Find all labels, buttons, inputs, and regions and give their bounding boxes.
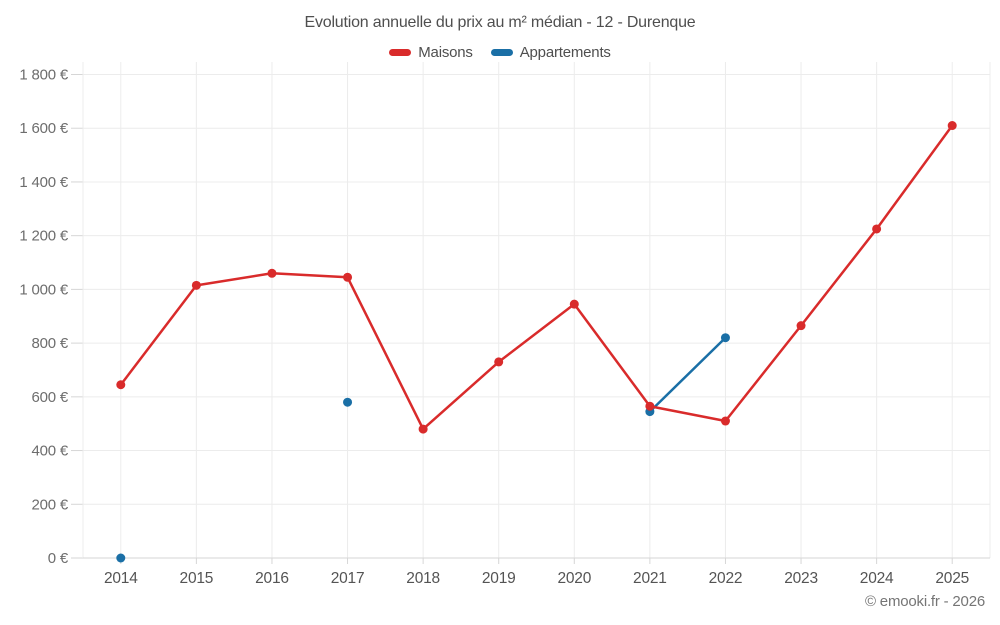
chart-title: Evolution annuelle du prix au m² médian … [304,14,696,31]
x-axis-label: 2020 [557,570,591,587]
data-point-maisons-2018 [418,424,428,434]
series-group [116,121,957,563]
x-axis-label: 2018 [406,570,440,587]
y-axis-label: 1 400 € [19,174,69,191]
y-axis-label: 0 € [48,550,69,567]
data-point-maisons-2020 [569,299,579,309]
data-point-maisons-2019 [494,357,504,367]
x-axis-label: 2014 [104,570,138,587]
x-axis-label: 2025 [935,570,969,587]
legend-item-appartements[interactable]: Appartements [490,44,611,61]
data-point-maisons-2016 [267,268,277,278]
x-axis-label: 2015 [180,570,214,587]
data-point-appartements-2014 [116,553,126,563]
axis-labels: 0 € 200 € 400 € 600 € 800 € 1 000 € 1 200 € 1 4… [19,67,969,588]
footer-credit: © emooki.fr - 2026 [864,593,985,610]
x-axis-label: 2024 [860,570,894,587]
legend-label-appartements: Appartements [519,44,611,61]
y-axis-label: 600 € [31,389,68,406]
legend-item-maisons[interactable]: Maisons [389,44,473,61]
maisons-series-swatch [389,49,412,56]
y-axis-label: 1 000 € [19,281,69,298]
x-axis-label: 2021 [633,570,667,587]
x-axis-label: 2016 [255,570,289,587]
x-axis-label: 2017 [331,570,365,587]
x-axis-label: 2019 [482,570,516,587]
y-axis-label: 400 € [31,443,68,460]
data-point-maisons-2022 [720,416,730,426]
data-point-maisons-2025 [947,121,957,131]
data-point-maisons-2017 [343,272,353,282]
y-axis-label: 200 € [31,496,68,513]
x-axis-label: 2022 [709,570,743,587]
series-maisons [116,121,957,434]
data-point-maisons-2021 [645,401,655,411]
series-appartements [116,333,730,563]
appartements-series-swatch [490,49,513,56]
data-point-appartements-2022 [720,333,730,343]
data-point-maisons-2023 [796,321,806,331]
data-point-maisons-2014 [116,380,126,390]
x-axis-label: 2023 [784,570,818,587]
y-axis-label: 1 600 € [19,120,69,137]
legend-label-maisons: Maisons [418,44,473,61]
data-point-maisons-2015 [191,280,201,290]
data-point-maisons-2024 [872,224,882,234]
gridlines [83,62,990,558]
axes [71,62,991,564]
data-point-appartements-2017 [343,397,353,407]
chart-legend: Maisons Appartements [0,44,1000,61]
y-axis-label: 800 € [31,335,68,352]
y-axis-label: 1 800 € [19,67,69,84]
y-axis-label: 1 200 € [19,228,69,245]
